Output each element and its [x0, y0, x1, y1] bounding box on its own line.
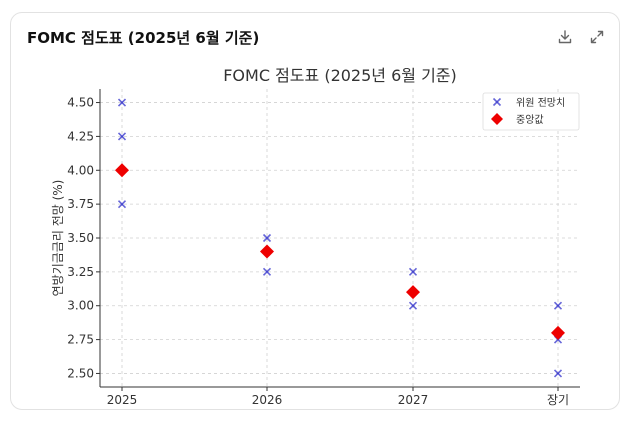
x-tick-label: 장기 [547, 393, 569, 407]
y-tick-label: 3.75 [67, 197, 94, 211]
y-axis-label: 연방기금금리 전망 (%) [51, 180, 65, 297]
member-projection-point [262, 233, 272, 243]
member-projection-point [117, 98, 127, 107]
x-tick-label: 2027 [398, 393, 429, 407]
x-stroke [553, 301, 563, 310]
chart-card: FOMC 점도표 (2025년 6월 기준) [10, 12, 620, 410]
x-stroke [553, 369, 563, 378]
legend-label-median: 중앙값 [516, 114, 544, 126]
x-stroke [492, 97, 502, 107]
x-stroke [117, 132, 127, 141]
x-tick-label: 2026 [252, 393, 283, 407]
member-projection-point [117, 132, 127, 141]
legend-marker-median [491, 113, 503, 125]
member-projection-point [408, 267, 418, 276]
y-tick-label: 3.25 [67, 265, 94, 279]
x-stroke [262, 233, 272, 243]
x-stroke [262, 267, 272, 276]
grid-layer [100, 89, 580, 387]
legend-label-members: 위원 전망치 [516, 96, 565, 109]
y-tick-label: 2.75 [67, 333, 94, 347]
median-point [551, 325, 565, 340]
card-title: FOMC 점도표 (2025년 6월 기준) [27, 29, 260, 47]
member-projection-point [117, 200, 127, 209]
y-tick-label: 3.50 [67, 231, 94, 245]
member-projection-point [553, 301, 563, 310]
median-point [406, 285, 420, 300]
x-stroke [117, 200, 127, 209]
x-tick-label: 2025 [107, 393, 138, 407]
y-tick-label: 4.00 [67, 163, 94, 177]
legend-marker-members [492, 97, 502, 107]
download-icon[interactable] [555, 27, 575, 47]
marks-layer [115, 98, 565, 378]
member-projection-point [408, 301, 418, 310]
expand-icon[interactable] [587, 27, 607, 47]
y-tick-label: 4.50 [67, 96, 94, 110]
y-tick-label: 2.50 [67, 366, 94, 380]
member-projection-point [262, 267, 272, 276]
x-stroke [408, 301, 418, 310]
chart-title: FOMC 점도표 (2025년 6월 기준) [223, 66, 457, 85]
y-tick-label: 4.25 [67, 129, 94, 143]
median-point [115, 163, 129, 178]
member-projection-point [553, 369, 563, 378]
legend-box [482, 92, 580, 131]
y-tick-label: 3.00 [67, 299, 94, 313]
median-point [260, 244, 274, 259]
x-stroke [408, 267, 418, 276]
axes-layer: 2.50 2.75 3.00 3.25 3.50 3.75 4.00 4.25 4.50 2025… [67, 89, 580, 407]
x-stroke [117, 98, 127, 107]
